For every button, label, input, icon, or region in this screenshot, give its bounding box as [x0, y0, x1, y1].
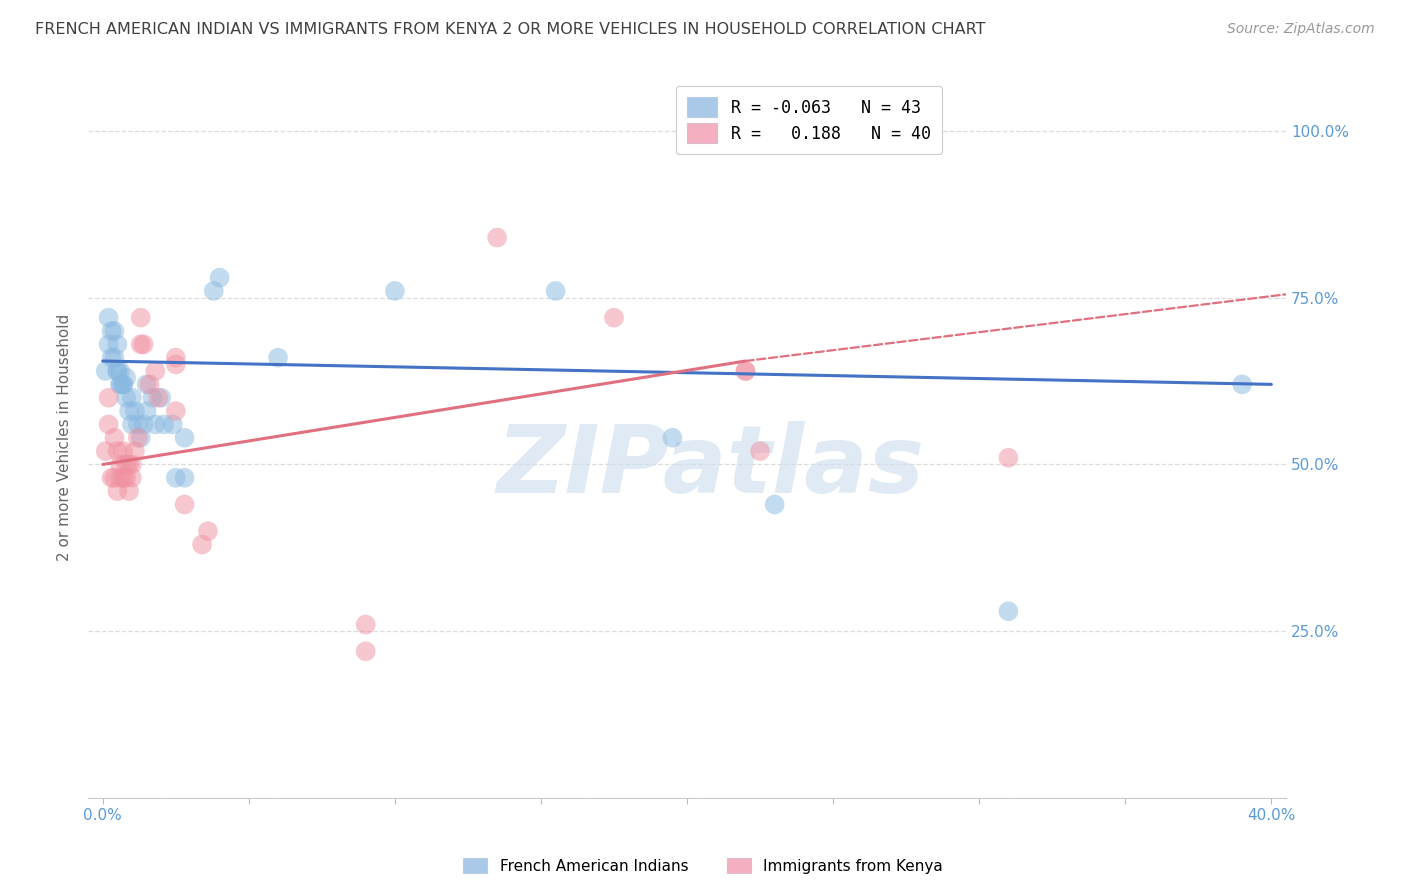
Point [997, 450, 1019, 465]
Point [105, 364, 128, 378]
Point [354, 644, 377, 658]
Point [173, 431, 195, 445]
Point [165, 404, 187, 418]
Point [97, 417, 120, 432]
Point [110, 377, 132, 392]
Point [121, 417, 143, 432]
Point [997, 604, 1019, 618]
Point [127, 431, 149, 445]
Point [124, 404, 146, 418]
Point [118, 484, 141, 499]
Point [112, 377, 135, 392]
Point [486, 230, 509, 244]
Point [143, 417, 166, 432]
Point [384, 284, 406, 298]
Point [148, 391, 170, 405]
Point [129, 431, 152, 445]
Point [354, 617, 377, 632]
Point [121, 471, 143, 485]
Point [124, 444, 146, 458]
Point [105, 364, 128, 378]
Point [103, 351, 125, 365]
Point [118, 458, 141, 472]
Text: FRENCH AMERICAN INDIAN VS IMMIGRANTS FROM KENYA 2 OR MORE VEHICLES IN HOUSEHOLD : FRENCH AMERICAN INDIAN VS IMMIGRANTS FRO… [35, 22, 986, 37]
Point [129, 310, 152, 325]
Point [191, 537, 214, 551]
Text: ZIPatlas: ZIPatlas [496, 420, 925, 513]
Point [173, 498, 195, 512]
Point [150, 391, 173, 405]
Point [208, 270, 231, 285]
Legend: French American Indians, Immigrants from Kenya: French American Indians, Immigrants from… [457, 852, 949, 880]
Point [103, 324, 125, 338]
Point [97, 310, 120, 325]
Legend: R = -0.063   N = 43, R =   0.188   N = 40: R = -0.063 N = 43, R = 0.188 N = 40 [675, 86, 942, 154]
Point [153, 417, 176, 432]
Point [103, 471, 125, 485]
Point [121, 391, 143, 405]
Point [135, 377, 157, 392]
Point [105, 484, 128, 499]
Point [94, 364, 117, 378]
Point [141, 391, 163, 405]
Point [165, 357, 187, 371]
Point [267, 351, 290, 365]
Point [100, 471, 122, 485]
Point [100, 351, 122, 365]
Point [115, 458, 138, 472]
Point [110, 364, 132, 378]
Point [661, 431, 683, 445]
Point [110, 471, 132, 485]
Point [115, 370, 138, 384]
Point [110, 458, 132, 472]
Point [749, 444, 772, 458]
Point [97, 391, 120, 405]
Y-axis label: 2 or more Vehicles in Household: 2 or more Vehicles in Household [58, 314, 72, 561]
Point [132, 337, 155, 351]
Point [121, 458, 143, 472]
Point [165, 351, 187, 365]
Point [202, 284, 225, 298]
Point [734, 364, 756, 378]
Text: Source: ZipAtlas.com: Source: ZipAtlas.com [1227, 22, 1375, 37]
Point [112, 444, 135, 458]
Point [112, 471, 135, 485]
Point [94, 444, 117, 458]
Point [112, 377, 135, 392]
Point [165, 471, 187, 485]
Point [162, 417, 184, 432]
Point [115, 391, 138, 405]
Point [603, 310, 626, 325]
Point [105, 337, 128, 351]
Point [544, 284, 567, 298]
Point [763, 498, 786, 512]
Point [143, 364, 166, 378]
Point [135, 404, 157, 418]
Point [1230, 377, 1253, 392]
Point [97, 337, 120, 351]
Point [100, 324, 122, 338]
Point [103, 431, 125, 445]
Point [115, 471, 138, 485]
Point [734, 364, 756, 378]
Point [132, 417, 155, 432]
Point [105, 444, 128, 458]
Point [118, 404, 141, 418]
Point [138, 377, 160, 392]
Point [197, 524, 219, 538]
Point [173, 471, 195, 485]
Point [127, 417, 149, 432]
Point [110, 377, 132, 392]
Point [129, 337, 152, 351]
